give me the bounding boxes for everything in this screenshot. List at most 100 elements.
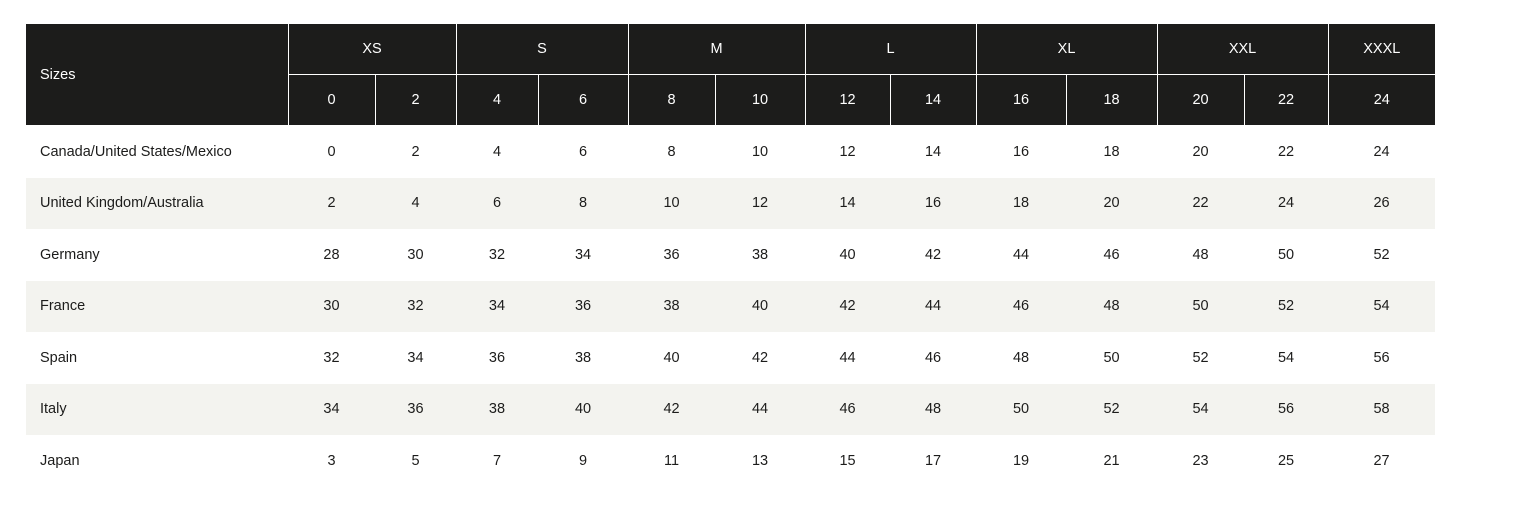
size-value: 46 — [976, 280, 1067, 332]
size-group-header: XXL — [1156, 24, 1329, 75]
size-group-header: XL — [975, 24, 1158, 75]
table-row: Italy 34 36 38 40 42 44 46 48 50 52 54 56 58 — [26, 383, 1436, 435]
size-value: 38 — [628, 280, 716, 332]
size-value: 15 — [839, 452, 856, 469]
size-value: 52 — [1192, 349, 1209, 366]
size-value: 48 — [1066, 280, 1158, 332]
size-value: 52 — [1244, 280, 1329, 332]
size-value: 6 — [456, 177, 538, 229]
size-value: 25 — [1277, 452, 1295, 469]
size-value: 42 — [924, 246, 942, 263]
size-value: 48 — [890, 383, 977, 435]
size-value: 50 — [1103, 349, 1120, 366]
size-value: 58 — [1328, 383, 1436, 435]
size-value: 50 — [976, 383, 1067, 435]
size-number-header: 2 — [374, 74, 457, 126]
region-label: Canada/United States/Mexico — [40, 143, 232, 160]
size-value: 34 — [407, 349, 424, 366]
size-value: 42 — [805, 280, 891, 332]
size-value: 10 — [751, 143, 769, 160]
size-value: 20 — [1192, 143, 1209, 160]
size-value: 34 — [574, 246, 592, 263]
size-value: 30 — [407, 246, 424, 263]
size-value: 20 — [1066, 177, 1158, 229]
size-value: 16 — [890, 177, 977, 229]
size-value: 44 — [839, 349, 856, 366]
size-group-header: XXXL — [1327, 24, 1436, 75]
size-value: 36 — [488, 349, 506, 366]
region-label: Spain — [40, 349, 78, 366]
size-value: 10 — [628, 177, 716, 229]
size-value: 30 — [288, 280, 375, 332]
size-value: 34 — [288, 383, 375, 435]
size-value: 44 — [715, 383, 806, 435]
table-row: France 30 32 34 36 38 40 42 44 46 48 50 52 54 — [26, 280, 1436, 332]
size-value: 48 — [1192, 246, 1209, 263]
region-label: Japan — [40, 452, 80, 469]
size-value: 22 — [1157, 177, 1245, 229]
size-value: 50 — [1157, 280, 1245, 332]
size-number-header: 8 — [627, 74, 716, 126]
size-value: 18 — [976, 177, 1067, 229]
size-value: 32 — [323, 349, 340, 366]
size-number-header: 18 — [1065, 74, 1158, 126]
size-value: 5 — [411, 452, 420, 469]
size-number-header: 12 — [804, 74, 891, 126]
size-number-header: 14 — [889, 74, 977, 126]
size-number-header: 6 — [537, 74, 629, 126]
size-value: 18 — [1103, 143, 1120, 160]
size-value: 54 — [1277, 349, 1295, 366]
size-value: 22 — [1277, 143, 1295, 160]
size-value: 32 — [488, 246, 506, 263]
size-value: 32 — [375, 280, 456, 332]
size-value: 17 — [924, 452, 942, 469]
size-value: 8 — [667, 143, 676, 160]
size-value: 40 — [715, 280, 806, 332]
size-value: 42 — [751, 349, 769, 366]
size-value: 50 — [1277, 246, 1295, 263]
size-value: 19 — [1012, 452, 1030, 469]
size-number-header: 16 — [975, 74, 1067, 126]
size-value: 28 — [323, 246, 340, 263]
size-value: 13 — [751, 452, 769, 469]
region-label: Italy — [26, 383, 288, 435]
size-value: 40 — [663, 349, 680, 366]
size-group-header: S — [455, 24, 629, 75]
size-value: 2 — [288, 177, 375, 229]
size-number-header: 0 — [287, 74, 376, 126]
region-label: Germany — [40, 246, 100, 263]
size-group-header: XS — [287, 24, 457, 75]
size-value: 34 — [456, 280, 538, 332]
size-value: 46 — [805, 383, 891, 435]
size-value: 7 — [492, 452, 502, 469]
table-row: Germany 28 30 32 34 36 38 40 42 44 46 48 50 52 — [26, 229, 1435, 281]
size-number-header: 20 — [1156, 74, 1245, 126]
size-value: 23 — [1192, 452, 1209, 469]
size-conversion-table: Sizes XS S M L XL XXL XXXL 0 2 4 6 8 10 12 14 16 18 20 22 2… — [26, 24, 1436, 487]
size-value: 38 — [574, 349, 592, 366]
size-value: 36 — [375, 383, 456, 435]
size-value: 4 — [492, 143, 502, 160]
corner-header: Sizes — [26, 24, 289, 126]
table-row: Japan 3 5 7 9 11 13 15 17 19 21 23 25 27 — [26, 435, 1435, 487]
size-value: 46 — [1103, 246, 1120, 263]
size-value: 44 — [1012, 246, 1030, 263]
size-value: 44 — [890, 280, 977, 332]
table-body: Canada/United States/Mexico 0 2 4 6 8 10 12 14 16… — [26, 126, 1436, 487]
size-value: 52 — [1373, 246, 1390, 263]
size-value: 0 — [327, 143, 336, 160]
size-value: 8 — [538, 177, 629, 229]
size-value: 16 — [1012, 143, 1030, 160]
size-value: 52 — [1066, 383, 1158, 435]
size-value: 12 — [839, 143, 856, 160]
size-number-header: 10 — [714, 74, 806, 126]
size-value: 46 — [924, 349, 942, 366]
size-value: 54 — [1157, 383, 1245, 435]
size-value: 56 — [1373, 349, 1390, 366]
size-number-header: 24 — [1327, 74, 1436, 126]
size-number-header: 4 — [455, 74, 539, 126]
size-value: 24 — [1373, 143, 1390, 160]
size-value: 14 — [805, 177, 891, 229]
size-number-header: 22 — [1243, 74, 1329, 126]
region-label: France — [26, 280, 288, 332]
